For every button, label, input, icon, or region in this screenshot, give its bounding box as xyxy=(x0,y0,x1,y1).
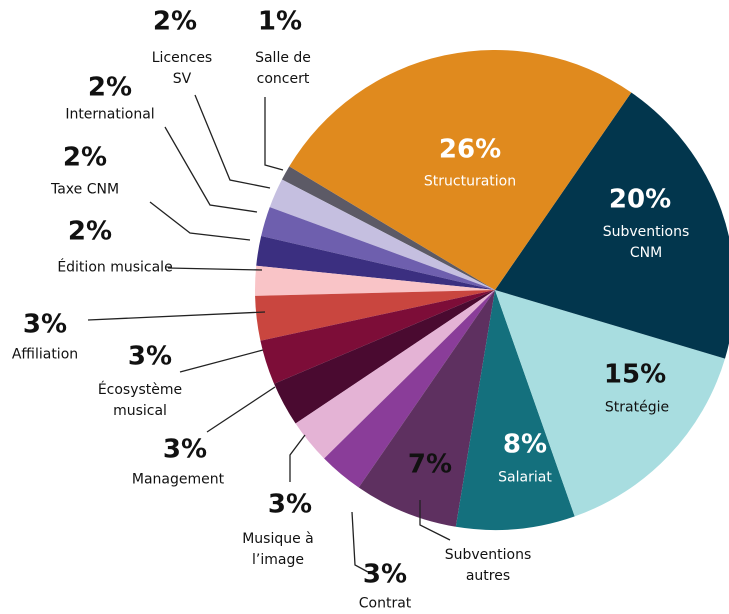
leader-line xyxy=(206,386,276,433)
category-label: Licences SV xyxy=(151,50,213,87)
pie-slice xyxy=(295,290,495,459)
category-label: Musique à l’image xyxy=(242,531,314,568)
value-label: 3% xyxy=(22,309,68,340)
leader-line xyxy=(164,126,258,213)
pie-slice xyxy=(256,236,495,290)
value-label: 2% xyxy=(87,72,133,103)
value-label: 3% xyxy=(362,559,408,590)
category-label: Affiliation xyxy=(11,346,79,363)
pie-slice xyxy=(455,290,575,530)
leader-line xyxy=(179,349,264,373)
category-label: Salariat xyxy=(498,469,552,486)
value-label: 2% xyxy=(67,216,113,247)
leader-line xyxy=(289,434,306,482)
leader-line xyxy=(167,267,263,271)
pie-slice xyxy=(274,290,495,424)
category-label: Écosystème musical xyxy=(97,382,183,419)
pie-slice xyxy=(281,166,495,290)
leader-line xyxy=(351,511,369,573)
value-label: 1% xyxy=(257,6,303,37)
pie-slice xyxy=(261,207,495,290)
pie-slice xyxy=(254,265,495,296)
pie-slice xyxy=(269,179,495,290)
value-label: 2% xyxy=(62,142,108,173)
category-label: Structuration xyxy=(423,173,517,190)
pie-slice xyxy=(358,290,495,527)
leader-line xyxy=(149,201,251,241)
pie-slice xyxy=(495,290,725,517)
pie-slice xyxy=(289,49,632,291)
pie-slice xyxy=(260,290,495,384)
category-label: Management xyxy=(131,471,225,488)
value-label: 8% xyxy=(502,429,548,460)
category-label: Taxe CNM xyxy=(50,181,120,198)
value-label: 3% xyxy=(162,434,208,465)
category-label: Subventions CNM xyxy=(602,224,690,261)
value-label: 3% xyxy=(267,489,313,520)
category-label: Salle de concert xyxy=(255,50,311,87)
leader-line xyxy=(194,94,271,189)
leader-line xyxy=(264,97,284,171)
leader-line xyxy=(419,500,451,541)
pie-slice xyxy=(495,92,729,359)
leader-line xyxy=(87,311,266,321)
value-label: 15% xyxy=(603,359,667,390)
value-label: 26% xyxy=(438,134,502,165)
value-label: 20% xyxy=(608,184,672,215)
value-label: 2% xyxy=(152,6,198,37)
value-label: 3% xyxy=(127,341,173,372)
category-label: Édition musicale xyxy=(57,259,173,276)
category-label: Subventions autres xyxy=(444,547,532,584)
value-label: 7% xyxy=(407,449,453,480)
pie-slice xyxy=(255,290,495,341)
category-label: Contrat xyxy=(358,595,412,612)
category-label: International xyxy=(65,106,155,123)
pie-slice xyxy=(324,290,495,488)
category-label: Stratégie xyxy=(604,399,670,416)
